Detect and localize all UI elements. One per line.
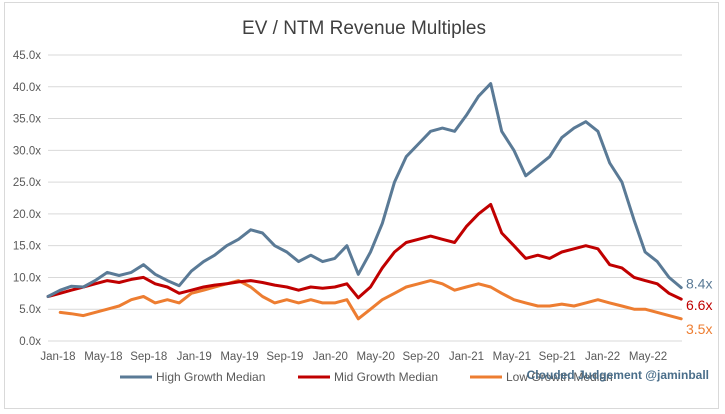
grid [48, 54, 682, 342]
legend-label: Low Growth Median [506, 370, 613, 384]
x-tick-label: Jan-22 [585, 351, 620, 363]
series-lines [46, 82, 683, 321]
end-label: 8.4x [686, 276, 712, 292]
source-note: Clouded Judgement @jaminball [527, 368, 709, 382]
y-tick-label: 15.0x [13, 241, 41, 253]
y-tick-label: 30.0x [13, 145, 41, 157]
x-tick-label: May-18 [84, 351, 122, 363]
series-line-high-growth-median [46, 82, 683, 298]
y-tick-label: 45.0x [13, 50, 41, 62]
x-tick-label: May-22 [629, 351, 667, 363]
y-tick-label: 40.0x [13, 82, 41, 94]
x-tick-label: Sep-19 [266, 351, 303, 363]
legend-label: Mid Growth Median [334, 370, 438, 384]
end-label: 6.6x [686, 297, 712, 313]
y-axis-ticks: 0.0x 5.0x 10.0x 15.0x 20.0x 25.0x 30.0x 35.0x 40… [13, 50, 41, 348]
legend-label: High Growth Median [156, 370, 265, 384]
y-tick-label: 35.0x [13, 114, 41, 126]
end-labels: 8.4x 6.6x 3.5x [686, 276, 712, 337]
x-tick-label: May-20 [357, 351, 395, 363]
legend: High Growth Median Mid Growth Median Low G… [120, 370, 613, 384]
y-tick-label: 20.0x [13, 209, 41, 221]
x-tick-label: May-19 [220, 351, 258, 363]
x-tick-label: Sep-20 [403, 351, 440, 363]
end-label: 3.5x [686, 321, 712, 337]
x-tick-label: May-21 [493, 351, 531, 363]
chart-title: EV / NTM Revenue Multiples [242, 18, 486, 39]
x-tick-label: Jan-21 [449, 351, 484, 363]
x-tick-label: Sep-21 [539, 351, 576, 363]
x-tick-label: Jan-19 [177, 351, 212, 363]
y-tick-label: 10.0x [13, 272, 41, 284]
y-tick-label: 0.0x [19, 336, 41, 348]
y-tick-label: 25.0x [13, 177, 41, 189]
x-tick-label: Jan-20 [313, 351, 348, 363]
x-axis-ticks: Jan-18 May-18 Sep-18 Jan-19 May-19 Sep-19 Jan-… [40, 351, 667, 363]
series-line-mid-growth-median [46, 202, 683, 301]
x-tick-label: Jan-18 [40, 351, 75, 363]
x-tick-label: Sep-18 [130, 351, 167, 363]
y-tick-label: 5.0x [19, 304, 41, 316]
series-line-low-growth-median [58, 279, 683, 321]
